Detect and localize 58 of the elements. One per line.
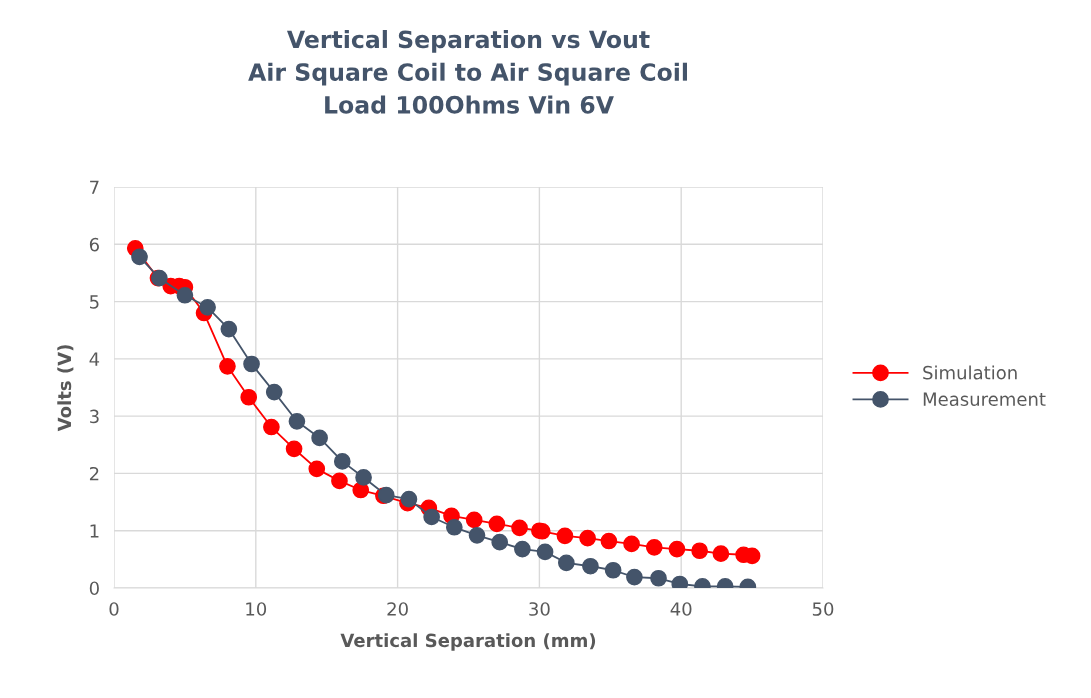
point [691, 542, 708, 560]
legend-label: Measurement [923, 392, 1046, 406]
point [536, 543, 554, 561]
chart-title: Vertical Separation vs Vout Air Square Coil to Air Square Coil Load 100Ohms Vin 6V [248, 30, 687, 114]
x-tick-label: 50 [812, 602, 834, 616]
x-tick-label: 10 [246, 602, 267, 616]
x-tick-label: 30 [529, 602, 550, 616]
x-axis-title: Vertical Separation (mm) [340, 633, 596, 651]
point [240, 388, 258, 406]
y-tick-label: 5 [90, 295, 99, 309]
point [468, 526, 486, 544]
point [311, 429, 328, 447]
point [400, 490, 418, 508]
y-tick-label: 0 [89, 581, 99, 596]
legend-label: Simulation [923, 365, 1017, 380]
y-tick-label: 1 [90, 524, 99, 538]
point [355, 469, 372, 486]
point [582, 557, 599, 575]
point [176, 286, 194, 304]
point [333, 453, 351, 470]
x-tick-label: 0 [109, 602, 119, 616]
y-tick-label: 7 [90, 180, 99, 194]
point [558, 554, 575, 572]
point [579, 529, 596, 547]
point [263, 418, 280, 436]
point [331, 472, 348, 490]
point [219, 357, 236, 375]
point [668, 540, 686, 558]
point [511, 519, 528, 537]
point [243, 355, 260, 373]
x-tick-label: 40 [670, 602, 692, 616]
point [465, 511, 483, 529]
point [265, 383, 283, 401]
point [556, 527, 574, 545]
point [712, 545, 730, 562]
point [285, 440, 303, 458]
y-axis-title: Volts (V) [57, 345, 74, 432]
point [626, 568, 643, 586]
point [491, 533, 509, 551]
point [514, 540, 531, 558]
y-tick-label: 4 [89, 352, 100, 366]
point [220, 320, 238, 338]
point [199, 298, 216, 316]
y-tick-label: 6 [89, 237, 99, 252]
y-tick-label: 2 [89, 466, 99, 481]
point [423, 508, 440, 526]
point [645, 538, 663, 556]
point [600, 532, 618, 550]
y-tick-label: 3 [90, 409, 99, 424]
point [445, 518, 463, 536]
point [604, 561, 622, 579]
point [288, 412, 306, 430]
point [623, 535, 640, 553]
point [488, 515, 506, 533]
point [308, 460, 326, 478]
point [650, 569, 667, 587]
x-tick-label: 20 [387, 602, 408, 616]
point [131, 248, 148, 266]
